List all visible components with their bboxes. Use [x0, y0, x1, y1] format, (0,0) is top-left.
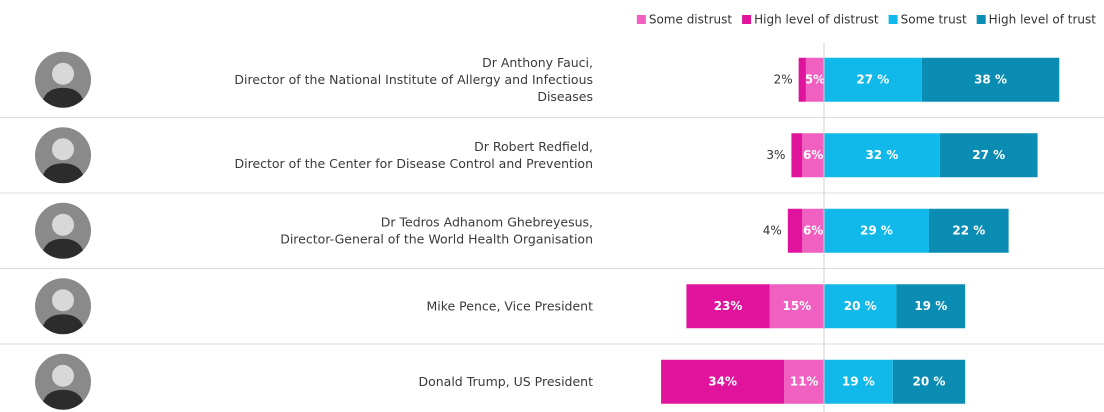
value-label: 3%: [766, 148, 785, 162]
value-label: 23%: [714, 299, 743, 313]
legend-label: High level of distrust: [754, 13, 879, 27]
legend-label: High level of trust: [989, 13, 1097, 27]
avatar-head: [52, 214, 74, 236]
value-label: 20 %: [913, 374, 946, 388]
chart: High level of trust Some trust High level …: [0, 0, 1104, 412]
value-label: 5%: [805, 72, 825, 86]
bar-segment: [791, 133, 802, 177]
value-label: 32 %: [865, 148, 898, 162]
person-label: Dr Tedros Adhanom Ghebreyesus,Director-G…: [280, 214, 593, 246]
legend-swatch: [889, 15, 898, 24]
person-label: Dr Robert Redfield,Director of the Cente…: [234, 138, 593, 170]
person-label: Donald Trump, US President: [418, 373, 593, 388]
value-label: 11%: [790, 374, 819, 388]
value-label: 19 %: [914, 299, 947, 313]
avatar: [35, 354, 91, 410]
avatar-head: [52, 365, 74, 387]
value-label: 2%: [774, 72, 793, 86]
value-label: 15%: [782, 299, 811, 313]
value-label: 29 %: [860, 223, 893, 237]
bar-segment: [799, 58, 806, 102]
value-label: 27 %: [972, 148, 1005, 162]
legend-swatch: [977, 15, 986, 24]
avatar: [35, 52, 91, 108]
legend-label: Some trust: [901, 13, 967, 27]
value-label: 27 %: [856, 72, 889, 86]
legend-swatch: [637, 15, 646, 24]
person-label: Dr Anthony Fauci,Director of the Nationa…: [234, 54, 593, 103]
avatar: [35, 278, 91, 334]
value-label: 22 %: [952, 223, 985, 237]
person-label: Mike Pence, Vice President: [426, 298, 593, 313]
avatar-head: [52, 63, 74, 85]
avatar-head: [52, 289, 74, 311]
value-label: 38 %: [974, 72, 1007, 86]
avatar: [35, 127, 91, 183]
bar-segment: [788, 209, 802, 253]
value-label: 34%: [708, 374, 737, 388]
value-label: 20 %: [844, 299, 877, 313]
value-label: 6%: [803, 223, 823, 237]
value-label: 4%: [763, 223, 782, 237]
legend-label: Some distrust: [649, 13, 733, 27]
legend-swatch: [742, 15, 751, 24]
value-label: 6%: [803, 148, 823, 162]
avatar: [35, 203, 91, 259]
avatar-head: [52, 138, 74, 160]
value-label: 19 %: [842, 374, 875, 388]
